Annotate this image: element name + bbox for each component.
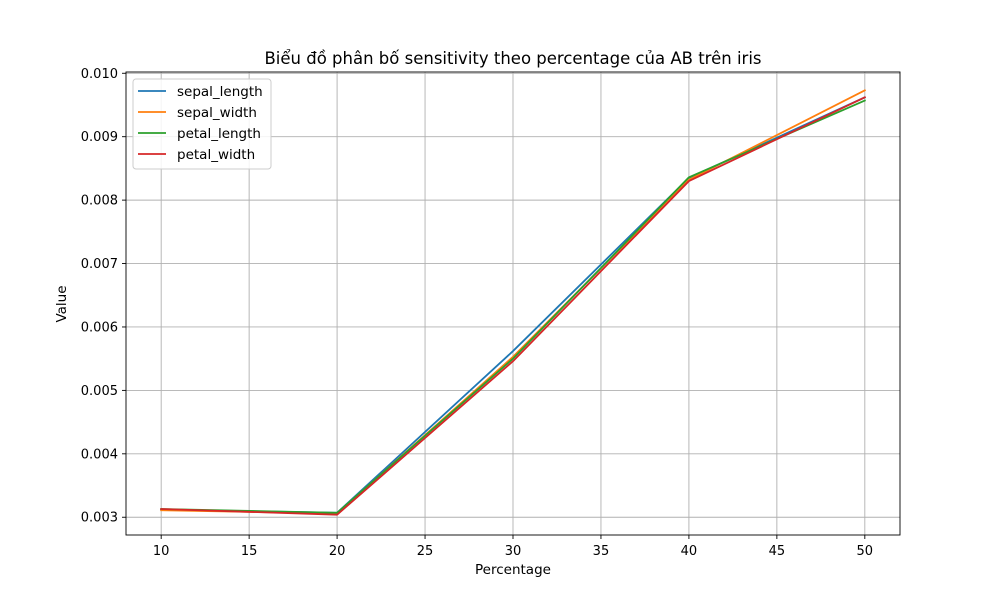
y-tick-label: 0.004 [81, 447, 118, 462]
y-axis-ticks: 0.003 0.004 0.005 0.006 0.007 0.008 0.009 0.010 [81, 67, 126, 526]
grid [126, 72, 900, 535]
x-tick-label: 45 [769, 544, 786, 559]
y-tick-label: 0.006 [81, 320, 118, 335]
y-tick-label: 0.008 [81, 194, 118, 209]
y-tick-label: 0.005 [81, 384, 118, 399]
x-tick-label: 30 [505, 544, 522, 559]
x-tick-label: 10 [153, 544, 170, 559]
y-tick-label: 0.007 [81, 257, 118, 272]
x-tick-label: 25 [417, 544, 434, 559]
series-line-petal-width [160, 96, 867, 516]
legend-label: petal_length [177, 126, 261, 142]
legend-label: sepal_length [177, 84, 263, 100]
series-line-petal-length [160, 99, 867, 514]
legend-box [132, 78, 272, 170]
x-tick-label: 50 [857, 544, 874, 559]
x-tick-label: 35 [593, 544, 610, 559]
x-axis-title: Percentage [475, 562, 551, 578]
y-tick-label: 0.010 [81, 67, 118, 82]
y-tick-label: 0.003 [81, 511, 118, 526]
x-tick-label: 40 [681, 544, 698, 559]
y-axis-title: Value [54, 285, 70, 322]
y-tick-label: 0.009 [81, 130, 118, 145]
series-lines [160, 89, 867, 516]
x-tick-label: 20 [329, 544, 346, 559]
x-tick-label: 15 [241, 544, 258, 559]
legend-label: sepal_width [177, 105, 257, 121]
chart-title: Biểu đồ phân bố sensitivity theo percent… [264, 49, 761, 68]
legend-label: petal_width [177, 147, 255, 163]
x-axis-ticks: 10 15 20 25 30 35 40 45 50 [153, 535, 873, 559]
legend: sepal_length sepal_width petal_lengthpetal… [132, 78, 272, 170]
